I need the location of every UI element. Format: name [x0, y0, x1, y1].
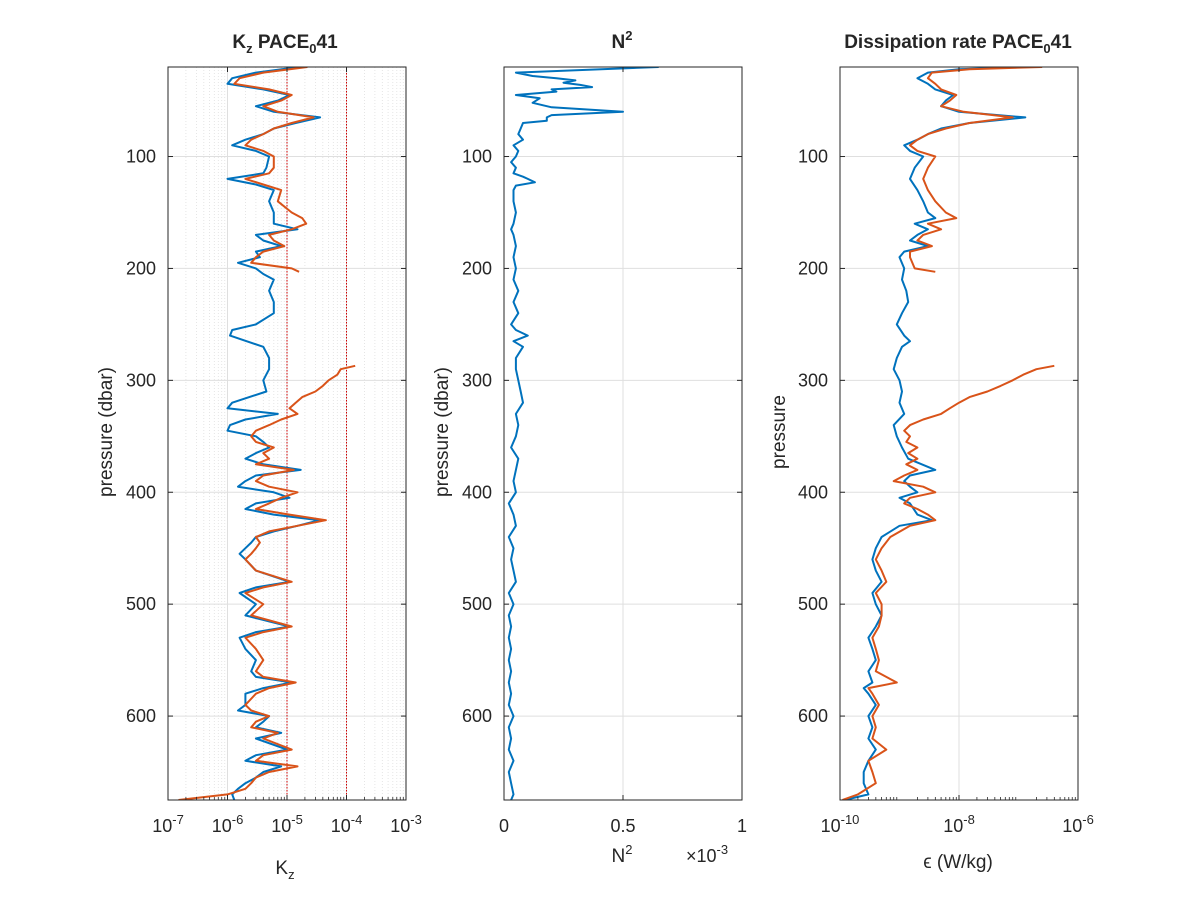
- n2-x-axis-label: N2: [612, 842, 633, 867]
- dissipation-panel: Dissipation rate PACE041 ϵ (W/kg) pressu…: [769, 32, 1094, 873]
- kz-x-axis-label: Kz: [275, 858, 294, 882]
- dissipation-y-tick-label: 500: [798, 594, 828, 614]
- kz-y-tick-label: 500: [126, 594, 156, 614]
- kz-y-tick-label: 100: [126, 147, 156, 167]
- n2-panel-title: N2: [612, 28, 633, 53]
- n2-x-tick-label: 0.5: [610, 816, 635, 836]
- dissipation-x-axis-label: ϵ (W/kg): [923, 852, 993, 873]
- dissipation-y-tick-label: 200: [798, 258, 828, 278]
- kz-y-tick-label: 400: [126, 482, 156, 502]
- dissipation-y-tick-label: 400: [798, 482, 828, 502]
- n2-x-tick-label: 0: [499, 816, 509, 836]
- kz-y-axis-label: pressure (dbar): [96, 367, 117, 497]
- kz-y-tick-label: 200: [126, 258, 156, 278]
- kz-y-tick-label: 300: [126, 370, 156, 390]
- n2-y-axis-label: pressure (dbar): [432, 367, 453, 497]
- n2-x-tick-label: 1: [737, 816, 747, 836]
- n2-y-tick-label: 300: [462, 370, 492, 390]
- kz-x-tick-label: 10-7: [152, 812, 184, 836]
- kz-panel: Kz PACE041 Kz pressure (dbar) 10-7 10-6 10…: [96, 32, 422, 882]
- kz-panel-title: Kz PACE041: [232, 32, 338, 56]
- dissipation-panel-title: Dissipation rate PACE041: [844, 32, 1072, 56]
- dissipation-x-tick-label: 10-8: [943, 812, 975, 836]
- dissipation-y-tick-label: 100: [798, 147, 828, 167]
- dissipation-x-tick-label: 10-6: [1062, 812, 1094, 836]
- n2-y-tick-label: 100: [462, 147, 492, 167]
- n2-y-tick-label: 600: [462, 706, 492, 726]
- n2-x-exponent-label: ×10-3: [686, 842, 728, 866]
- n2-y-tick-label: 400: [462, 482, 492, 502]
- kz-y-tick-label: 600: [126, 706, 156, 726]
- n2-y-tick-label: 200: [462, 258, 492, 278]
- n2-series-1-line: [507, 67, 659, 800]
- n2-y-tick-label: 500: [462, 594, 492, 614]
- kz-x-tick-label: 10-4: [331, 812, 363, 836]
- dissipation-y-tick-label: 300: [798, 370, 828, 390]
- dissipation-y-axis-label: pressure: [769, 395, 790, 469]
- kz-x-tick-label: 10-6: [212, 812, 244, 836]
- kz-x-tick-label: 10-3: [390, 812, 422, 836]
- n2-panel: N2 N2 ×10-3 pressure (dbar) 0 0.5 1 100 200 3…: [432, 28, 747, 867]
- dissipation-series-2-line: [842, 67, 1055, 800]
- kz-x-tick-label: 10-5: [271, 812, 303, 836]
- kz-series-2-line: [178, 67, 356, 800]
- dissipation-y-tick-label: 600: [798, 706, 828, 726]
- dissipation-x-tick-label: 10-10: [821, 812, 860, 836]
